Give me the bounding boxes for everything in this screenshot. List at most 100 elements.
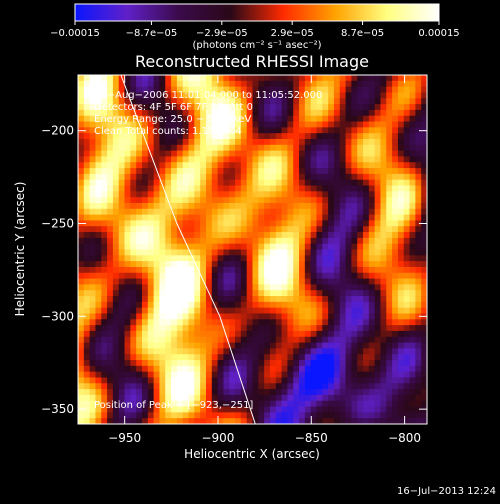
heatmap-cell — [217, 301, 224, 309]
heatmap-cell — [322, 330, 329, 338]
heatmap-cell — [165, 220, 172, 227]
heatmap-cell — [235, 150, 242, 157]
heatmap-cell — [141, 336, 149, 343]
heatmap-cell — [374, 202, 381, 210]
heatmap-cell — [328, 168, 335, 175]
heatmap-cell — [200, 313, 207, 320]
heatmap-cell — [316, 220, 323, 227]
heatmap-cell — [368, 232, 376, 239]
heatmap-cell — [368, 278, 376, 285]
heatmap-cell — [211, 389, 218, 396]
heatmap-cell — [107, 92, 114, 99]
heatmap-cell — [205, 266, 213, 274]
heatmap-cell — [240, 336, 248, 343]
heatmap-cell — [89, 301, 96, 309]
heatmap-cell — [89, 255, 96, 262]
heatmap-cell — [147, 220, 155, 227]
heatmap-cell — [275, 92, 282, 99]
heatmap-cell — [287, 104, 294, 111]
heatmap-cell — [252, 336, 259, 343]
heatmap-cell — [333, 138, 341, 146]
heatmap-cell — [235, 342, 242, 349]
heatmap-cell — [264, 313, 271, 320]
heatmap-cell — [211, 255, 218, 262]
heatmap-cell — [136, 109, 143, 117]
heatmap-cell — [217, 138, 224, 146]
heatmap-cell — [217, 243, 224, 250]
heatmap-cell — [165, 156, 172, 163]
heatmap-cell — [421, 319, 427, 326]
heatmap-cell — [269, 266, 277, 274]
heatmap-cell — [95, 278, 102, 285]
heatmap-cell — [130, 220, 137, 227]
heatmap-cell — [397, 313, 405, 320]
heatmap-cell — [188, 243, 195, 250]
heatmap-cell — [415, 313, 422, 320]
heatmap-cell — [124, 115, 131, 122]
heatmap-cell — [112, 226, 120, 233]
heatmap-cell — [363, 202, 370, 210]
heatmap-cell — [159, 150, 166, 157]
heatmap-cell — [363, 220, 370, 227]
heatmap-cell — [89, 290, 96, 297]
heatmap-cell — [240, 272, 248, 279]
heatmap-cell — [397, 162, 405, 169]
heatmap-cell — [223, 202, 230, 210]
heatmap-cell — [147, 325, 155, 332]
heatmap-cell — [95, 214, 102, 221]
heatmap-cell — [78, 173, 85, 181]
heatmap-cell — [386, 168, 393, 175]
heatmap-cell — [392, 290, 399, 297]
heatmap-cell — [299, 80, 306, 88]
heatmap-cell — [258, 162, 265, 169]
heatmap-cell — [136, 290, 143, 297]
heatmap-cell — [107, 296, 114, 303]
heatmap-cell — [299, 330, 306, 338]
heatmap-cell — [380, 202, 387, 210]
heatmap-cell — [211, 202, 218, 210]
heatmap-cell — [421, 237, 427, 245]
heatmap-cell — [345, 214, 352, 221]
heatmap-cell — [397, 360, 405, 367]
heatmap-cell — [217, 272, 224, 279]
heatmap-cell — [194, 266, 201, 274]
heatmap-cell — [78, 400, 85, 407]
heatmap-cell — [246, 290, 253, 297]
heatmap-cell — [368, 400, 376, 407]
heatmap-cell — [205, 150, 213, 157]
heatmap-cell — [159, 325, 166, 332]
heatmap-cell — [147, 307, 155, 314]
heatmap-cell — [264, 249, 271, 256]
heatmap-cell — [264, 284, 271, 291]
heatmap-cell — [351, 360, 358, 367]
heatmap-cell — [304, 144, 312, 152]
heatmap-cell — [252, 365, 259, 373]
heatmap-cell — [281, 377, 288, 384]
heatmap-cell — [188, 266, 195, 274]
heatmap-cell — [182, 168, 189, 175]
heatmap-cell — [264, 348, 271, 355]
heatmap-cell — [89, 168, 96, 175]
heatmap-cell — [223, 80, 230, 88]
heatmap-cell — [188, 173, 195, 181]
heatmap-cell — [246, 138, 253, 146]
heatmap-cell — [304, 389, 312, 396]
heatmap-cell — [293, 301, 300, 309]
heatmap-cell — [392, 98, 399, 105]
heatmap-cell — [136, 191, 143, 198]
heatmap-cell — [235, 208, 242, 215]
heatmap-cell — [141, 168, 149, 175]
heatmap-cell — [339, 138, 346, 146]
heatmap-cell — [182, 249, 189, 256]
heatmap-cell — [293, 383, 300, 390]
heatmap-cell — [95, 301, 102, 309]
heatmap-cell — [136, 115, 143, 122]
heatmap-cell — [136, 360, 143, 367]
heatmap-cell — [409, 243, 416, 250]
heatmap-cell — [258, 86, 265, 93]
heatmap-cell — [287, 144, 294, 152]
heatmap-cell — [363, 121, 370, 128]
heatmap-cell — [293, 365, 300, 373]
heatmap-cell — [194, 133, 201, 140]
heatmap-cell — [200, 197, 207, 204]
